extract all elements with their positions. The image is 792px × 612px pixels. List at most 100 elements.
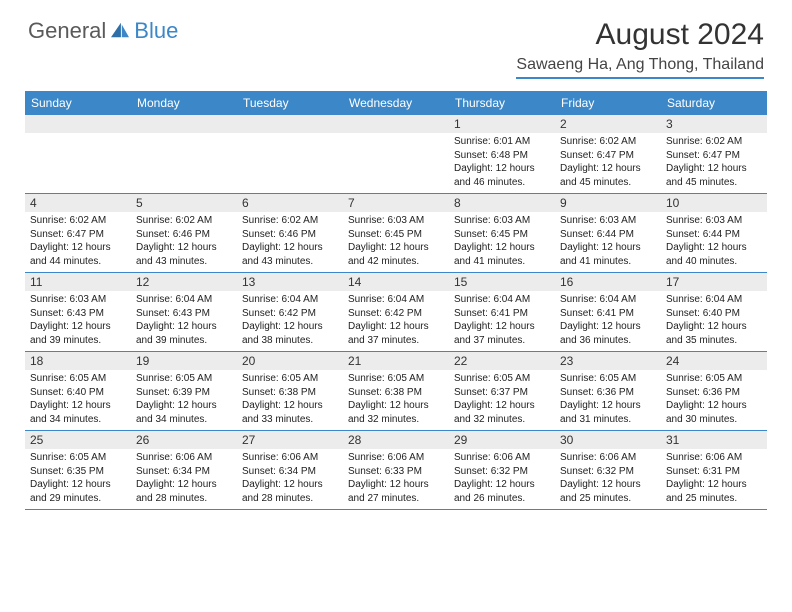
daylight-text: Daylight: 12 hours and 27 minutes.	[348, 478, 445, 505]
cell-body: Sunrise: 6:06 AMSunset: 6:34 PMDaylight:…	[131, 449, 237, 509]
calendar-cell: 2Sunrise: 6:02 AMSunset: 6:47 PMDaylight…	[555, 115, 661, 193]
sunset-text: Sunset: 6:35 PM	[30, 465, 127, 479]
calendar-cell	[343, 115, 449, 193]
cell-date: 28	[343, 431, 449, 449]
sunset-text: Sunset: 6:42 PM	[348, 307, 445, 321]
week-row: 4Sunrise: 6:02 AMSunset: 6:47 PMDaylight…	[25, 194, 767, 273]
brand-part1: General	[28, 18, 106, 44]
daylight-text: Daylight: 12 hours and 41 minutes.	[454, 241, 551, 268]
day-headers-row: SundayMondayTuesdayWednesdayThursdayFrid…	[25, 91, 767, 115]
location-label: Sawaeng Ha, Ang Thong, Thailand	[516, 56, 764, 79]
calendar-cell: 24Sunrise: 6:05 AMSunset: 6:36 PMDayligh…	[661, 352, 767, 430]
cell-date: 17	[661, 273, 767, 291]
daylight-text: Daylight: 12 hours and 25 minutes.	[560, 478, 657, 505]
daylight-text: Daylight: 12 hours and 38 minutes.	[242, 320, 339, 347]
sunrise-text: Sunrise: 6:03 AM	[666, 214, 763, 228]
sunrise-text: Sunrise: 6:03 AM	[30, 293, 127, 307]
week-row: 11Sunrise: 6:03 AMSunset: 6:43 PMDayligh…	[25, 273, 767, 352]
cell-date: 2	[555, 115, 661, 133]
daylight-text: Daylight: 12 hours and 43 minutes.	[136, 241, 233, 268]
cell-body: Sunrise: 6:02 AMSunset: 6:46 PMDaylight:…	[131, 212, 237, 272]
cell-body: Sunrise: 6:06 AMSunset: 6:32 PMDaylight:…	[555, 449, 661, 509]
calendar-cell: 20Sunrise: 6:05 AMSunset: 6:38 PMDayligh…	[237, 352, 343, 430]
cell-date: 1	[449, 115, 555, 133]
calendar-cell: 30Sunrise: 6:06 AMSunset: 6:32 PMDayligh…	[555, 431, 661, 509]
day-header: Thursday	[449, 91, 555, 115]
sunset-text: Sunset: 6:36 PM	[666, 386, 763, 400]
daylight-text: Daylight: 12 hours and 39 minutes.	[136, 320, 233, 347]
cell-date: 6	[237, 194, 343, 212]
sunrise-text: Sunrise: 6:05 AM	[666, 372, 763, 386]
cell-body: Sunrise: 6:03 AMSunset: 6:44 PMDaylight:…	[555, 212, 661, 272]
cell-date: 7	[343, 194, 449, 212]
daylight-text: Daylight: 12 hours and 37 minutes.	[454, 320, 551, 347]
cell-date: 12	[131, 273, 237, 291]
daylight-text: Daylight: 12 hours and 36 minutes.	[560, 320, 657, 347]
cell-body: Sunrise: 6:04 AMSunset: 6:42 PMDaylight:…	[343, 291, 449, 351]
sunset-text: Sunset: 6:31 PM	[666, 465, 763, 479]
calendar-cell: 21Sunrise: 6:05 AMSunset: 6:38 PMDayligh…	[343, 352, 449, 430]
calendar-cell: 27Sunrise: 6:06 AMSunset: 6:34 PMDayligh…	[237, 431, 343, 509]
sunset-text: Sunset: 6:32 PM	[560, 465, 657, 479]
sunrise-text: Sunrise: 6:02 AM	[136, 214, 233, 228]
sail-icon	[109, 21, 131, 39]
sunset-text: Sunset: 6:45 PM	[454, 228, 551, 242]
sunrise-text: Sunrise: 6:03 AM	[560, 214, 657, 228]
calendar-cell: 16Sunrise: 6:04 AMSunset: 6:41 PMDayligh…	[555, 273, 661, 351]
sunset-text: Sunset: 6:48 PM	[454, 149, 551, 163]
daylight-text: Daylight: 12 hours and 34 minutes.	[136, 399, 233, 426]
cell-body: Sunrise: 6:06 AMSunset: 6:33 PMDaylight:…	[343, 449, 449, 509]
sunset-text: Sunset: 6:41 PM	[454, 307, 551, 321]
cell-body: Sunrise: 6:03 AMSunset: 6:44 PMDaylight:…	[661, 212, 767, 272]
daylight-text: Daylight: 12 hours and 28 minutes.	[242, 478, 339, 505]
sunrise-text: Sunrise: 6:04 AM	[348, 293, 445, 307]
daylight-text: Daylight: 12 hours and 31 minutes.	[560, 399, 657, 426]
cell-body: Sunrise: 6:02 AMSunset: 6:47 PMDaylight:…	[555, 133, 661, 193]
cell-body: Sunrise: 6:03 AMSunset: 6:43 PMDaylight:…	[25, 291, 131, 351]
sunrise-text: Sunrise: 6:04 AM	[666, 293, 763, 307]
calendar-cell: 18Sunrise: 6:05 AMSunset: 6:40 PMDayligh…	[25, 352, 131, 430]
sunset-text: Sunset: 6:44 PM	[560, 228, 657, 242]
calendar-cell	[131, 115, 237, 193]
sunrise-text: Sunrise: 6:02 AM	[30, 214, 127, 228]
cell-body: Sunrise: 6:05 AMSunset: 6:39 PMDaylight:…	[131, 370, 237, 430]
sunset-text: Sunset: 6:38 PM	[348, 386, 445, 400]
calendar: SundayMondayTuesdayWednesdayThursdayFrid…	[25, 91, 767, 510]
sunset-text: Sunset: 6:47 PM	[30, 228, 127, 242]
sunrise-text: Sunrise: 6:05 AM	[560, 372, 657, 386]
cell-date: 27	[237, 431, 343, 449]
calendar-cell: 9Sunrise: 6:03 AMSunset: 6:44 PMDaylight…	[555, 194, 661, 272]
daylight-text: Daylight: 12 hours and 33 minutes.	[242, 399, 339, 426]
calendar-cell	[25, 115, 131, 193]
sunrise-text: Sunrise: 6:03 AM	[454, 214, 551, 228]
sunrise-text: Sunrise: 6:05 AM	[348, 372, 445, 386]
sunset-text: Sunset: 6:33 PM	[348, 465, 445, 479]
sunset-text: Sunset: 6:43 PM	[30, 307, 127, 321]
sunrise-text: Sunrise: 6:06 AM	[348, 451, 445, 465]
cell-date: 31	[661, 431, 767, 449]
cell-date: 23	[555, 352, 661, 370]
daylight-text: Daylight: 12 hours and 46 minutes.	[454, 162, 551, 189]
daylight-text: Daylight: 12 hours and 34 minutes.	[30, 399, 127, 426]
cell-date: 3	[661, 115, 767, 133]
calendar-cell: 29Sunrise: 6:06 AMSunset: 6:32 PMDayligh…	[449, 431, 555, 509]
cell-date: 14	[343, 273, 449, 291]
cell-body	[25, 133, 131, 191]
cell-body: Sunrise: 6:02 AMSunset: 6:47 PMDaylight:…	[25, 212, 131, 272]
daylight-text: Daylight: 12 hours and 26 minutes.	[454, 478, 551, 505]
cell-body: Sunrise: 6:05 AMSunset: 6:38 PMDaylight:…	[343, 370, 449, 430]
sunrise-text: Sunrise: 6:06 AM	[136, 451, 233, 465]
cell-date: 26	[131, 431, 237, 449]
daylight-text: Daylight: 12 hours and 42 minutes.	[348, 241, 445, 268]
daylight-text: Daylight: 12 hours and 32 minutes.	[348, 399, 445, 426]
cell-body: Sunrise: 6:05 AMSunset: 6:37 PMDaylight:…	[449, 370, 555, 430]
cell-date: 10	[661, 194, 767, 212]
daylight-text: Daylight: 12 hours and 35 minutes.	[666, 320, 763, 347]
calendar-cell: 19Sunrise: 6:05 AMSunset: 6:39 PMDayligh…	[131, 352, 237, 430]
cell-date: 16	[555, 273, 661, 291]
calendar-cell: 28Sunrise: 6:06 AMSunset: 6:33 PMDayligh…	[343, 431, 449, 509]
cell-date: 4	[25, 194, 131, 212]
daylight-text: Daylight: 12 hours and 45 minutes.	[560, 162, 657, 189]
daylight-text: Daylight: 12 hours and 39 minutes.	[30, 320, 127, 347]
daylight-text: Daylight: 12 hours and 43 minutes.	[242, 241, 339, 268]
